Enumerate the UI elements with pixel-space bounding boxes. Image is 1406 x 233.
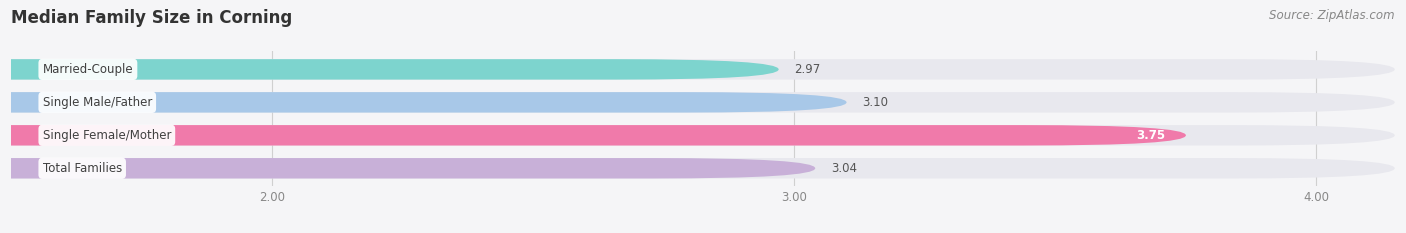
Text: 2.97: 2.97 (794, 63, 821, 76)
FancyBboxPatch shape (0, 125, 1185, 146)
FancyBboxPatch shape (0, 125, 1395, 146)
FancyBboxPatch shape (0, 92, 846, 113)
Text: 3.10: 3.10 (862, 96, 889, 109)
Text: 3.04: 3.04 (831, 162, 856, 175)
Text: Single Female/Mother: Single Female/Mother (42, 129, 172, 142)
FancyBboxPatch shape (0, 92, 1395, 113)
Text: Married-Couple: Married-Couple (42, 63, 134, 76)
Text: Total Families: Total Families (42, 162, 122, 175)
Text: Single Male/Father: Single Male/Father (42, 96, 152, 109)
FancyBboxPatch shape (0, 59, 1395, 80)
FancyBboxPatch shape (0, 158, 1395, 178)
Text: 3.75: 3.75 (1136, 129, 1166, 142)
FancyBboxPatch shape (0, 158, 815, 178)
Text: Median Family Size in Corning: Median Family Size in Corning (11, 9, 292, 27)
FancyBboxPatch shape (0, 59, 779, 80)
Text: Source: ZipAtlas.com: Source: ZipAtlas.com (1270, 9, 1395, 22)
